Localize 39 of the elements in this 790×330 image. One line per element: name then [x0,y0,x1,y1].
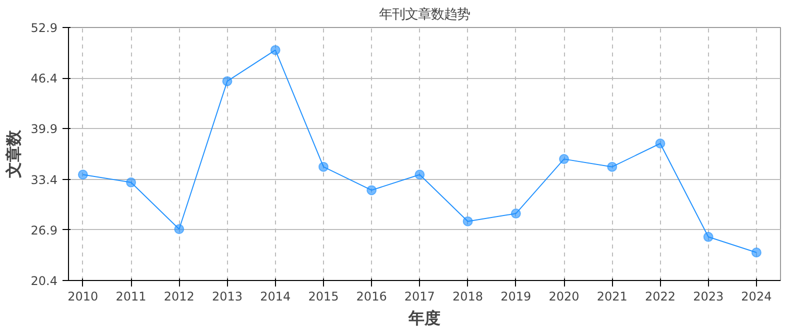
point [703,232,714,242]
point [414,170,425,180]
y-axis-title: 文章数 [4,129,23,179]
point [270,45,280,56]
point [655,138,666,148]
chart-title: 年刊文章数趋势 [379,8,470,22]
point [174,224,184,234]
x-axis-title: 年度 [408,308,440,328]
point [462,216,473,226]
point [222,76,232,86]
x-tick-label: 2011 [116,290,146,304]
point [751,247,762,258]
x-tick-label: 2024 [741,290,772,304]
x-tick-label: 2018 [452,290,484,304]
y-tick-label: 26.9 [30,223,58,238]
point [607,162,618,172]
y-tick-label: 46.4 [30,72,58,86]
point [366,185,377,196]
x-tick-label: 2014 [260,290,291,304]
x-tick-label: 2016 [356,290,387,304]
y-tick-label: 20.4 [30,274,58,288]
point [318,162,328,172]
x-tick-label: 2010 [68,290,98,304]
x-tick-label: 2020 [548,290,580,304]
x-tick-label: 2023 [693,290,724,304]
point [126,177,136,188]
x-tick-label: 2013 [212,290,243,304]
x-tick-label: 2015 [308,290,339,304]
x-tick-label: 2021 [596,290,628,304]
x-tick-label: 2022 [644,290,676,304]
y-tick-label: 39.9 [30,122,58,136]
point [510,208,521,219]
point [559,154,570,164]
y-tick-label: 52.9 [30,21,58,35]
x-tick-label: 2017 [404,290,435,304]
y-tick-label: 33.4 [30,172,58,187]
point [78,170,88,180]
x-tick-label: 2012 [164,290,194,304]
x-tick-label: 2019 [500,290,532,304]
